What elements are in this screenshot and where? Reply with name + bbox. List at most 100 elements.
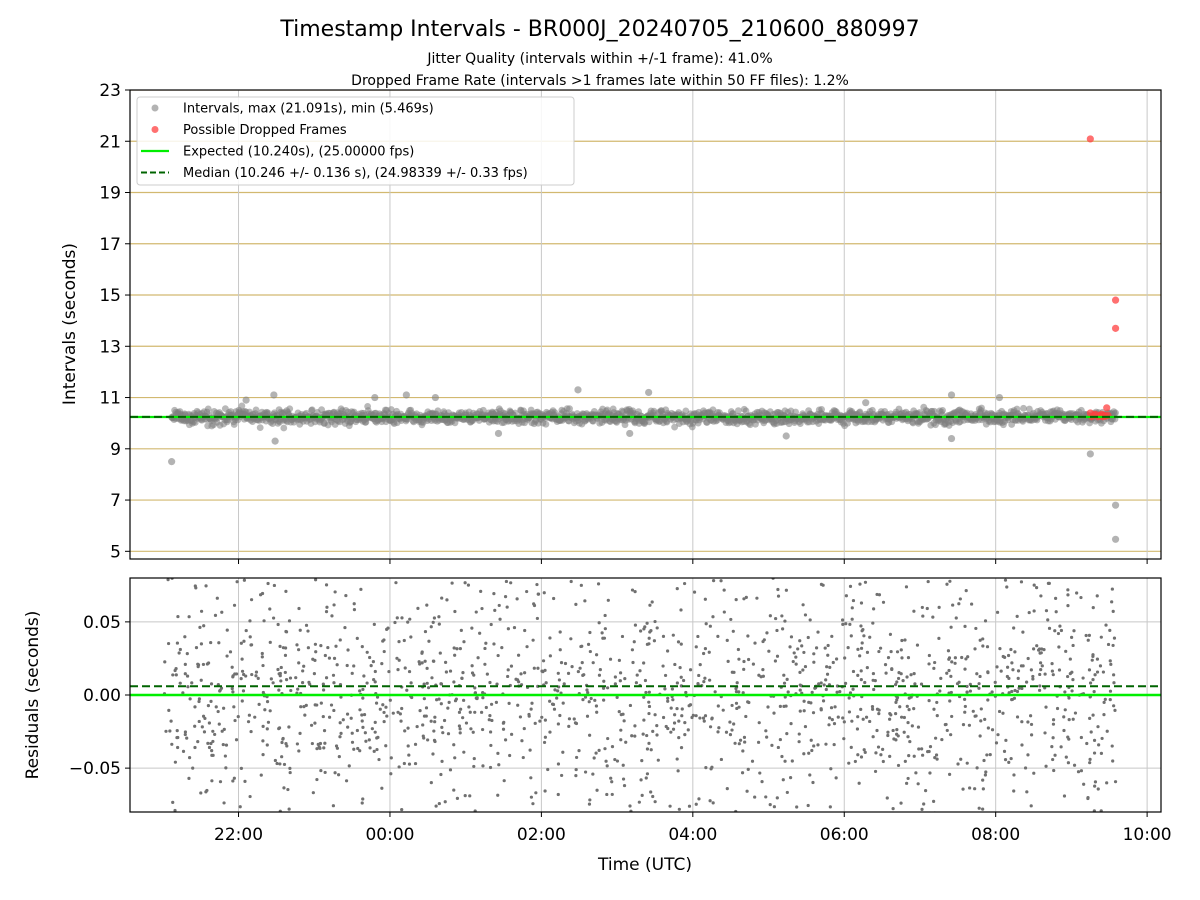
residual-point (417, 660, 421, 664)
residual-point (619, 713, 623, 717)
residual-point (185, 674, 190, 678)
residual-point (168, 729, 172, 733)
residual-point (730, 703, 734, 708)
residual-point (1088, 757, 1092, 762)
residual-point (780, 754, 784, 759)
residual-point (1111, 643, 1115, 648)
x-tick-label: 04:00 (668, 825, 717, 845)
residual-point (1038, 688, 1042, 692)
residual-point (986, 671, 990, 675)
residual-point (1092, 751, 1097, 755)
residual-point (966, 655, 970, 659)
residual-point (364, 739, 368, 743)
residuals-y-tick-label: 0.00 (83, 686, 121, 706)
interval-outlier-point (626, 429, 634, 438)
residual-point (725, 638, 729, 642)
residual-point (497, 763, 501, 767)
residual-point (661, 664, 665, 668)
residual-point (844, 622, 848, 626)
residual-point (457, 710, 462, 714)
residual-point (1053, 753, 1057, 757)
residual-point (193, 724, 197, 728)
residual-point (512, 625, 517, 630)
residual-point (1091, 713, 1095, 717)
residual-point (791, 659, 795, 664)
residual-point (1043, 672, 1047, 676)
residual-point (899, 672, 903, 676)
residual-point (481, 696, 485, 700)
residual-point (1088, 681, 1093, 685)
residual-point (332, 656, 337, 661)
interval-outlier-point (947, 391, 956, 399)
residual-point (671, 727, 676, 731)
residual-point (426, 686, 431, 690)
residual-point (741, 749, 745, 753)
residual-point (193, 745, 197, 750)
residual-point (899, 648, 903, 652)
residual-point (377, 757, 381, 762)
residual-point (961, 787, 965, 791)
residual-point (630, 588, 635, 592)
residual-point (1063, 690, 1067, 694)
residual-point (979, 719, 983, 723)
interval-outlier-point (271, 437, 279, 445)
residual-point (906, 735, 910, 739)
residual-point (343, 625, 347, 630)
residual-point (704, 622, 708, 626)
residual-point (862, 634, 866, 638)
residual-point (598, 667, 602, 672)
residual-point (178, 681, 182, 685)
residual-point (978, 734, 982, 738)
residual-point (169, 719, 173, 723)
interval-point (930, 407, 938, 415)
residual-point (753, 795, 757, 799)
residual-point (407, 669, 412, 674)
residual-point (408, 617, 412, 621)
residual-point (957, 680, 961, 684)
residual-point (1002, 749, 1007, 753)
residual-point (708, 725, 713, 729)
residual-point (647, 642, 651, 646)
residual-point (656, 758, 660, 762)
residual-point (990, 728, 995, 732)
residual-point (828, 716, 832, 720)
residual-point (677, 719, 681, 723)
legend-label: Expected (10.240s), (25.00000 fps) (183, 145, 414, 160)
residual-point (1020, 720, 1024, 724)
residual-point (418, 709, 422, 713)
chart-title: Timestamp Intervals - BR000J_20240705_21… (279, 17, 919, 42)
residual-point (382, 710, 386, 715)
residual-point (166, 578, 170, 582)
residual-point (679, 675, 683, 679)
residual-point (698, 716, 702, 720)
residual-point (615, 759, 620, 763)
residual-point (848, 584, 853, 588)
residual-point (894, 712, 898, 716)
residual-point (532, 603, 537, 608)
residual-point (1003, 655, 1007, 659)
residual-point (268, 640, 272, 644)
residual-point (668, 804, 672, 808)
residual-point (915, 643, 920, 647)
interval-point (511, 409, 519, 417)
residual-point (860, 641, 864, 645)
residual-point (285, 744, 289, 748)
residual-point (257, 702, 261, 706)
residual-point (830, 718, 834, 722)
residual-point (522, 726, 526, 731)
residual-point (323, 741, 327, 745)
residual-point (1062, 715, 1066, 719)
residual-point (249, 729, 253, 734)
residual-point (602, 636, 607, 640)
residual-point (582, 673, 586, 677)
residual-point (261, 663, 265, 668)
residual-point (819, 582, 824, 586)
x-tick-label: 10:00 (1123, 825, 1172, 845)
residual-point (719, 757, 723, 762)
residual-point (890, 667, 894, 672)
residual-point (444, 670, 448, 674)
residual-point (431, 620, 435, 624)
residual-point (309, 723, 314, 727)
residual-point (443, 800, 447, 804)
residual-point (529, 707, 533, 711)
